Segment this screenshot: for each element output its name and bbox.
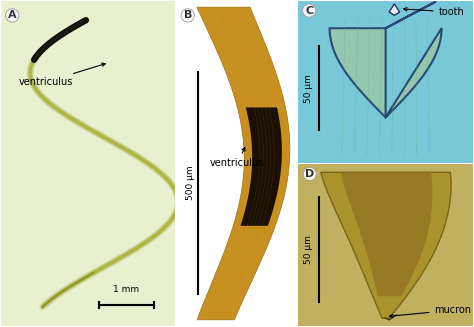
Polygon shape <box>241 108 282 226</box>
Text: mucron: mucron <box>390 305 472 318</box>
Text: A: A <box>8 10 17 20</box>
Text: 500 μm: 500 μm <box>186 166 195 200</box>
Polygon shape <box>329 1 442 117</box>
Polygon shape <box>321 172 451 318</box>
Text: C: C <box>305 6 313 15</box>
Text: 50 μm: 50 μm <box>304 74 313 103</box>
Text: tooth: tooth <box>403 7 465 17</box>
Polygon shape <box>340 172 432 296</box>
Polygon shape <box>389 4 400 15</box>
Text: B: B <box>183 10 192 20</box>
Text: D: D <box>305 169 314 179</box>
Text: 50 μm: 50 μm <box>304 235 313 264</box>
Text: 1 mm: 1 mm <box>113 285 140 294</box>
Text: ventriculus: ventriculus <box>18 63 105 87</box>
Polygon shape <box>197 7 290 320</box>
Text: ventriculus: ventriculus <box>210 147 264 168</box>
